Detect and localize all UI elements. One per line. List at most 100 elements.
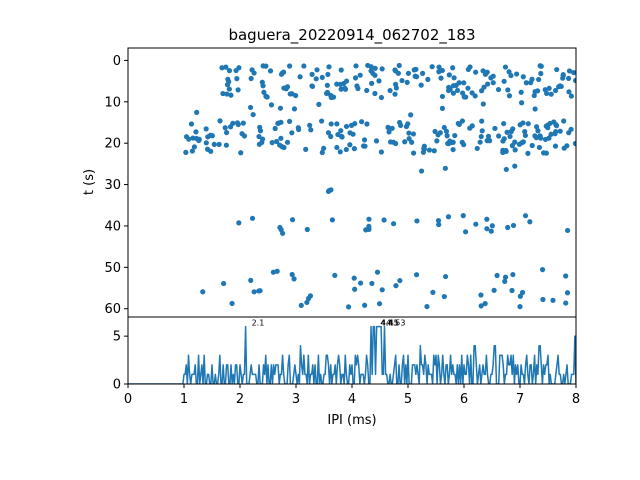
- scatter-point: [430, 289, 436, 295]
- histogram-x-tick-label: 2: [236, 392, 244, 407]
- scatter-point: [489, 223, 495, 229]
- scatter-point: [332, 272, 338, 278]
- scatter-y-tick-label: 10: [104, 95, 121, 110]
- scatter-point: [313, 76, 319, 82]
- scatter-point: [334, 81, 340, 87]
- scatter-y-tick-label: 20: [104, 137, 121, 152]
- scatter-point: [304, 226, 310, 233]
- scatter-point: [418, 168, 425, 174]
- scatter-point: [338, 86, 344, 92]
- scatter-point: [452, 132, 458, 139]
- scatter-point: [408, 112, 414, 118]
- scatter-point: [308, 127, 314, 133]
- scatter-point: [248, 75, 254, 82]
- scatter-point: [296, 126, 302, 133]
- scatter-point: [191, 144, 198, 150]
- scatter-point: [226, 68, 233, 74]
- scatter-point: [239, 131, 245, 137]
- scatter-point: [490, 73, 496, 79]
- scatter-point: [529, 142, 535, 149]
- scatter-point: [538, 70, 544, 77]
- scatter-point: [224, 91, 230, 97]
- scatter-point: [532, 106, 538, 112]
- scatter-point: [517, 304, 523, 310]
- scatter-point: [571, 69, 576, 76]
- scatter-point: [467, 125, 473, 131]
- scatter-point: [223, 129, 230, 136]
- scatter-point: [560, 72, 566, 78]
- scatter-axes: 0 10 20 30 40 50 60 t (s): [82, 47, 577, 318]
- scatter-point: [421, 146, 427, 152]
- scatter-point: [443, 128, 450, 134]
- scatter-point: [329, 217, 335, 223]
- scatter-point: [441, 293, 447, 300]
- scatter-point: [439, 105, 446, 111]
- scatter-point: [501, 78, 507, 84]
- scatter-point: [343, 78, 350, 84]
- scatter-point: [435, 132, 441, 138]
- scatter-point: [240, 120, 246, 126]
- scatter-point: [484, 138, 490, 144]
- scatter-point: [572, 140, 576, 147]
- scatter-point: [516, 141, 523, 147]
- scatter-point: [309, 83, 316, 90]
- scatter-point: [510, 126, 516, 132]
- scatter-point: [314, 67, 320, 73]
- scatter-point: [502, 278, 508, 284]
- scatter-point: [465, 85, 471, 91]
- scatter-point: [446, 72, 452, 78]
- scatter-point: [502, 64, 509, 70]
- histogram-annotation: 2.1: [252, 319, 265, 328]
- scatter-point: [226, 79, 232, 85]
- scatter-point: [405, 70, 412, 76]
- scatter-point: [505, 224, 511, 231]
- scatter-point: [393, 283, 399, 289]
- scatter-point: [217, 118, 223, 124]
- histogram-x-tick-label: 8: [572, 392, 580, 407]
- histogram-x-ticks: 0 1 2 3 4 5 6 7 8: [124, 384, 580, 407]
- scatter-point: [474, 145, 480, 152]
- scatter-point: [334, 144, 340, 151]
- histogram-x-tick-label: 6: [460, 392, 468, 407]
- scatter-point: [238, 150, 244, 156]
- scatter-point: [533, 135, 539, 141]
- scatter-point: [234, 76, 240, 82]
- scatter-point: [362, 302, 368, 308]
- scatter-point: [482, 300, 488, 307]
- scatter-point: [357, 280, 364, 286]
- scatter-point: [392, 68, 399, 74]
- scatter-point: [250, 111, 256, 118]
- scatter-point: [189, 148, 195, 154]
- scatter-point: [445, 214, 452, 220]
- scatter-point: [546, 85, 552, 91]
- scatter-point: [325, 71, 331, 78]
- scatter-point: [402, 139, 408, 145]
- scatter-point: [426, 147, 433, 153]
- scatter-point: [539, 267, 546, 273]
- scatter-point: [307, 122, 313, 128]
- scatter-point: [228, 92, 234, 98]
- scatter-point: [256, 141, 262, 147]
- scatter-point: [338, 128, 344, 134]
- scatter-point: [307, 293, 314, 299]
- scatter-point: [554, 66, 560, 73]
- scatter-point: [446, 87, 452, 94]
- scatter-point: [505, 87, 511, 93]
- scatter-point: [339, 134, 345, 140]
- scatter-point: [188, 121, 195, 127]
- scatter-point: [502, 274, 509, 280]
- scatter-point: [343, 123, 350, 130]
- scatter-point: [338, 67, 344, 73]
- scatter-point: [373, 138, 380, 144]
- scatter-point: [272, 125, 278, 132]
- scatter-point: [324, 82, 330, 88]
- scatter-point: [522, 129, 528, 135]
- scatter-point: [319, 118, 325, 124]
- scatter-point: [482, 71, 489, 77]
- scatter-point: [229, 300, 235, 307]
- scatter-y-tick-label: 0: [113, 54, 121, 69]
- scatter-point: [260, 63, 266, 69]
- scatter-point: [248, 277, 254, 283]
- scatter-point: [372, 90, 378, 97]
- scatter-point: [387, 87, 393, 94]
